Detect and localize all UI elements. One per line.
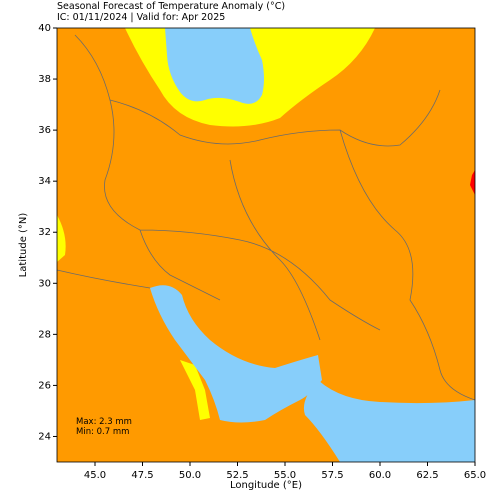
y-tick-label: 28 <box>38 329 51 340</box>
x-tick-label: 57.5 <box>321 470 343 481</box>
x-tick-label: 52.5 <box>226 470 248 481</box>
yellow-region <box>57 215 66 262</box>
persian-gulf <box>150 285 322 423</box>
chart-title: Seasonal Forecast of Temperature Anomaly… <box>57 1 285 12</box>
x-tick-label: 62.5 <box>416 470 438 481</box>
y-tick-label: 30 <box>38 278 51 289</box>
y-axis-label: Latitude (°N) <box>18 213 29 278</box>
caspian-sea <box>165 28 264 104</box>
y-tick-label: 24 <box>38 431 51 442</box>
y-tick-label: 32 <box>38 227 51 238</box>
borders <box>56 34 476 401</box>
red-region <box>470 170 475 195</box>
x-tick-label: 65.0 <box>464 470 486 481</box>
annotation: Max: 2.3 mm <box>76 417 132 427</box>
chart-subtitle: IC: 01/11/2024 | Valid for: Apr 2025 <box>57 12 225 23</box>
x-tick-label: 55.0 <box>274 470 296 481</box>
x-tick-label: 47.5 <box>131 470 153 481</box>
arabian-sea <box>303 380 475 462</box>
map-area <box>56 28 476 462</box>
plot-frame <box>56 27 476 463</box>
x-tick-label: 45.0 <box>84 470 106 481</box>
yellow-region <box>180 360 210 420</box>
x-axis-label: Longitude (°E) <box>230 480 302 491</box>
annotation: Min: 0.7 mm <box>76 427 129 437</box>
x-tick-label: 50.0 <box>179 470 201 481</box>
y-tick-label: 38 <box>38 74 51 85</box>
y-tick-label: 40 <box>38 23 51 34</box>
y-tick-label: 26 <box>38 380 51 391</box>
y-tick-label: 34 <box>38 176 51 187</box>
x-tick-label: 60.0 <box>369 470 391 481</box>
y-tick-label: 36 <box>38 125 51 136</box>
